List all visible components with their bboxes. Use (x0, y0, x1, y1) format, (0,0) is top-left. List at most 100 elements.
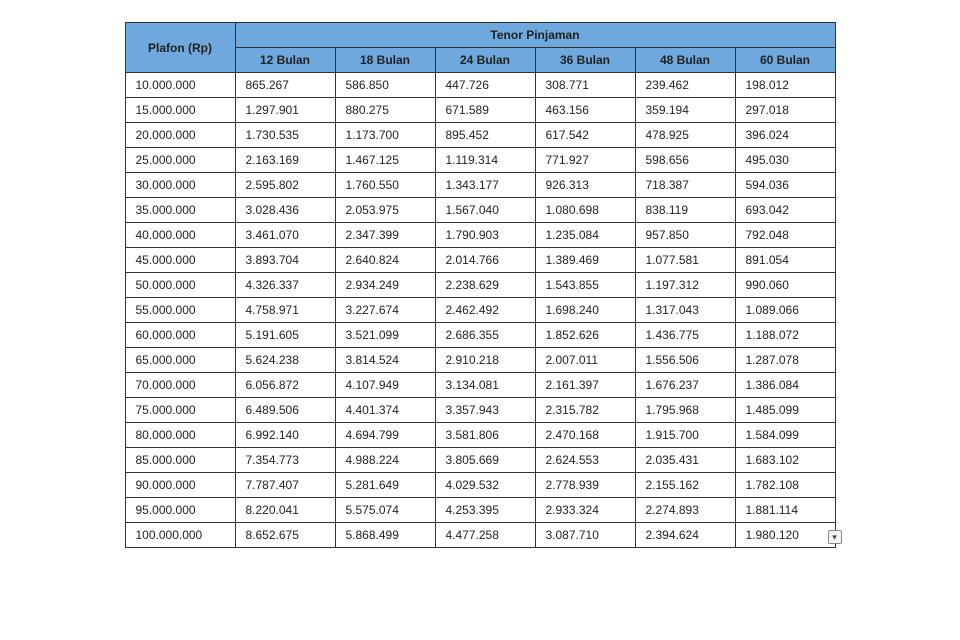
table-row: 45.000.0003.893.7042.640.8242.014.7661.3… (125, 248, 835, 273)
cell-value: 2.394.624 (635, 523, 735, 548)
cell-value: 3.087.710 (535, 523, 635, 548)
cell-value: 718.387 (635, 173, 735, 198)
cell-value: 1.436.775 (635, 323, 735, 348)
header-tenor-col: 18 Bulan (335, 48, 435, 73)
cell-value: 2.014.766 (435, 248, 535, 273)
cell-value: 463.156 (535, 98, 635, 123)
cell-value: 2.778.939 (535, 473, 635, 498)
cell-value: 2.315.782 (535, 398, 635, 423)
cell-value: 239.462 (635, 73, 735, 98)
table-row: 35.000.0003.028.4362.053.9751.567.0401.0… (125, 198, 835, 223)
cell-value: 3.805.669 (435, 448, 535, 473)
cell-plafon: 15.000.000 (125, 98, 235, 123)
table-row: 40.000.0003.461.0702.347.3991.790.9031.2… (125, 223, 835, 248)
cell-value: 617.542 (535, 123, 635, 148)
cell-value: 1.915.700 (635, 423, 735, 448)
table-row: 85.000.0007.354.7734.988.2243.805.6692.6… (125, 448, 835, 473)
chevron-down-icon[interactable]: ▾ (828, 530, 842, 544)
cell-plafon: 60.000.000 (125, 323, 235, 348)
cell-plafon: 20.000.000 (125, 123, 235, 148)
cell-value: 1.077.581 (635, 248, 735, 273)
cell-value: 359.194 (635, 98, 735, 123)
cell-value: 4.988.224 (335, 448, 435, 473)
table-row: 65.000.0005.624.2383.814.5242.910.2182.0… (125, 348, 835, 373)
cell-value: 4.758.971 (235, 298, 335, 323)
cell-value: 957.850 (635, 223, 735, 248)
cell-value: 2.347.399 (335, 223, 435, 248)
cell-value: 1.485.099 (735, 398, 835, 423)
cell-value: 2.053.975 (335, 198, 435, 223)
cell-plafon: 90.000.000 (125, 473, 235, 498)
cell-value: 1.782.108 (735, 473, 835, 498)
cell-plafon: 25.000.000 (125, 148, 235, 173)
cell-value: 1.287.078 (735, 348, 835, 373)
cell-value: 880.275 (335, 98, 435, 123)
cell-value: 8.220.041 (235, 498, 335, 523)
cell-plafon: 50.000.000 (125, 273, 235, 298)
cell-value: 1.080.698 (535, 198, 635, 223)
table-row: 20.000.0001.730.5351.173.700895.452617.5… (125, 123, 835, 148)
cell-value: 2.238.629 (435, 273, 535, 298)
table-row: 55.000.0004.758.9713.227.6742.462.4921.6… (125, 298, 835, 323)
cell-value: 693.042 (735, 198, 835, 223)
table-row: 30.000.0002.595.8021.760.5501.343.177926… (125, 173, 835, 198)
cell-value: 1.089.066 (735, 298, 835, 323)
cell-plafon: 65.000.000 (125, 348, 235, 373)
cell-plafon: 95.000.000 (125, 498, 235, 523)
cell-plafon: 30.000.000 (125, 173, 235, 198)
cell-plafon: 75.000.000 (125, 398, 235, 423)
table-row: 80.000.0006.992.1404.694.7993.581.8062.4… (125, 423, 835, 448)
cell-plafon: 85.000.000 (125, 448, 235, 473)
cell-plafon: 70.000.000 (125, 373, 235, 398)
header-tenor-col: 24 Bulan (435, 48, 535, 73)
cell-value: 3.461.070 (235, 223, 335, 248)
cell-value: 3.814.524 (335, 348, 435, 373)
header-tenor-col: 48 Bulan (635, 48, 735, 73)
table-row: 60.000.0005.191.6053.521.0992.686.3551.8… (125, 323, 835, 348)
cell-value: 4.694.799 (335, 423, 435, 448)
table-row: 15.000.0001.297.901880.275671.589463.156… (125, 98, 835, 123)
cell-value: 1.790.903 (435, 223, 535, 248)
cell-value: 891.054 (735, 248, 835, 273)
cell-plafon: 10.000.000 (125, 73, 235, 98)
cell-value: 8.652.675 (235, 523, 335, 548)
cell-value: 2.640.824 (335, 248, 435, 273)
cell-value: 2.595.802 (235, 173, 335, 198)
cell-value: 2.686.355 (435, 323, 535, 348)
cell-plafon: 80.000.000 (125, 423, 235, 448)
header-plafon: Plafon (Rp) (125, 23, 235, 73)
cell-value: 6.489.506 (235, 398, 335, 423)
cell-value: 2.274.893 (635, 498, 735, 523)
cell-value: 4.107.949 (335, 373, 435, 398)
cell-value: 990.060 (735, 273, 835, 298)
cell-value: 2.007.011 (535, 348, 635, 373)
cell-value: 792.048 (735, 223, 835, 248)
cell-value: 5.868.499 (335, 523, 435, 548)
cell-value: 4.477.258 (435, 523, 535, 548)
table-row: 75.000.0006.489.5064.401.3743.357.9432.3… (125, 398, 835, 423)
cell-value: 865.267 (235, 73, 335, 98)
cell-value: 2.470.168 (535, 423, 635, 448)
cell-value: 1.343.177 (435, 173, 535, 198)
cell-value: 1.386.084 (735, 373, 835, 398)
cell-value: 3.521.099 (335, 323, 435, 348)
table-row: 95.000.0008.220.0415.575.0744.253.3952.9… (125, 498, 835, 523)
cell-value: 1.389.469 (535, 248, 635, 273)
cell-value: 2.155.162 (635, 473, 735, 498)
cell-value: 3.893.704 (235, 248, 335, 273)
cell-value: 5.575.074 (335, 498, 435, 523)
cell-value: 3.134.081 (435, 373, 535, 398)
cell-value: 6.056.872 (235, 373, 335, 398)
cell-value: 308.771 (535, 73, 635, 98)
cell-value: 3.227.674 (335, 298, 435, 323)
table-row: 25.000.0002.163.1691.467.1251.119.314771… (125, 148, 835, 173)
cell-value: 2.035.431 (635, 448, 735, 473)
cell-value: 1.317.043 (635, 298, 735, 323)
cell-value: 3.357.943 (435, 398, 535, 423)
cell-value: 1.197.312 (635, 273, 735, 298)
header-tenor-col: 12 Bulan (235, 48, 335, 73)
cell-value: 1.760.550 (335, 173, 435, 198)
header-tenor-col: 60 Bulan (735, 48, 835, 73)
cell-value: 2.910.218 (435, 348, 535, 373)
header-tenor-col: 36 Bulan (535, 48, 635, 73)
